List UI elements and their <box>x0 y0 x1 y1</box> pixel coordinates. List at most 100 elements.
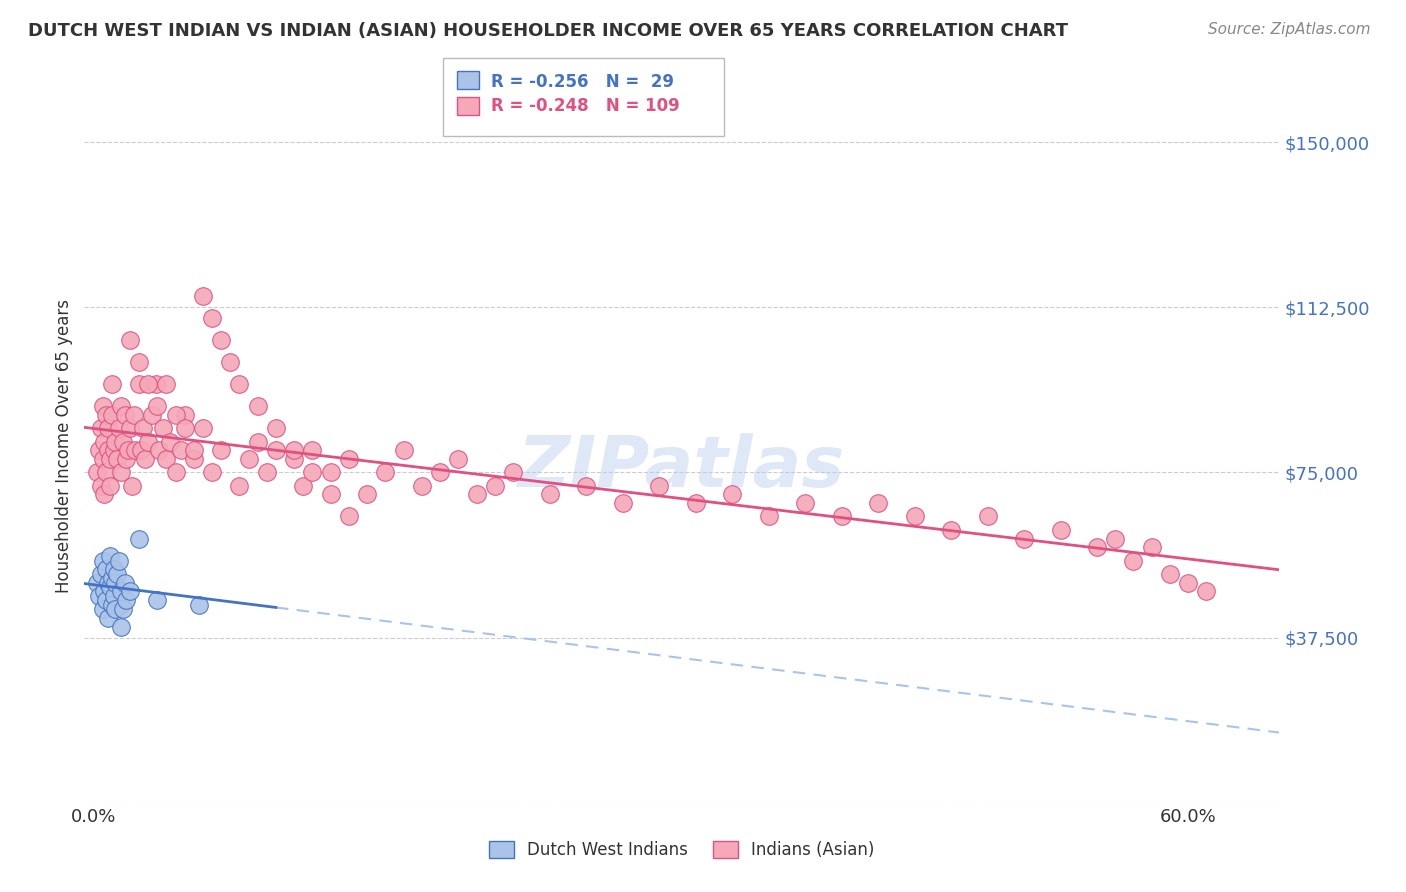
Point <box>118 421 141 435</box>
Point <box>1140 541 1163 555</box>
Point <box>93 434 115 449</box>
Point <box>97 443 120 458</box>
Point <box>146 593 169 607</box>
Point <box>145 377 167 392</box>
Point <box>97 421 120 435</box>
Point <box>134 452 156 467</box>
Point <box>256 466 278 480</box>
Point <box>128 377 150 392</box>
Point <box>128 355 150 369</box>
Point <box>115 593 138 607</box>
Point <box>103 589 125 603</box>
Point <box>685 496 707 510</box>
Point <box>170 443 193 458</box>
Point <box>136 434 159 449</box>
Point <box>110 619 132 633</box>
Point <box>96 562 118 576</box>
Point <box>575 478 598 492</box>
Point <box>246 400 269 414</box>
Point <box>201 466 224 480</box>
Point <box>152 421 174 435</box>
Point <box>155 377 177 392</box>
Point <box>136 377 159 392</box>
Point <box>146 400 169 414</box>
Point <box>183 443 205 458</box>
Point <box>108 553 131 567</box>
Point <box>648 478 671 492</box>
Point <box>1159 566 1181 581</box>
Point <box>108 421 131 435</box>
Point <box>191 421 214 435</box>
Point <box>122 408 145 422</box>
Point <box>98 580 121 594</box>
Point <box>115 452 138 467</box>
Point <box>104 434 127 449</box>
Point <box>98 549 121 563</box>
Point <box>292 478 315 492</box>
Point <box>283 452 305 467</box>
Point <box>1195 584 1218 599</box>
Point <box>96 466 118 480</box>
Point <box>90 566 112 581</box>
Point <box>98 478 121 492</box>
Point <box>111 434 134 449</box>
Point <box>903 509 925 524</box>
Point <box>219 355 242 369</box>
Point <box>128 532 150 546</box>
Point <box>721 487 744 501</box>
Point <box>118 584 141 599</box>
Point <box>90 421 112 435</box>
Point <box>264 421 287 435</box>
Point <box>1104 532 1126 546</box>
Y-axis label: Householder Income Over 65 years: Householder Income Over 65 years <box>55 299 73 593</box>
Point <box>100 408 122 422</box>
Point <box>238 452 260 467</box>
Point <box>173 408 195 422</box>
Point <box>538 487 561 501</box>
Point <box>502 466 524 480</box>
Point <box>831 509 853 524</box>
Point <box>264 443 287 458</box>
Point <box>114 408 136 422</box>
Point <box>105 452 128 467</box>
Point <box>124 443 146 458</box>
Point <box>939 523 962 537</box>
Point <box>132 421 155 435</box>
Point <box>93 584 115 599</box>
Point <box>96 408 118 422</box>
Point <box>105 566 128 581</box>
Point <box>183 452 205 467</box>
Text: R = -0.256   N =  29: R = -0.256 N = 29 <box>491 73 673 91</box>
Point <box>117 443 139 458</box>
Point <box>228 478 250 492</box>
Point <box>201 311 224 326</box>
Point <box>86 466 108 480</box>
Point <box>103 562 125 576</box>
Point <box>392 443 415 458</box>
Point <box>103 443 125 458</box>
Text: DUTCH WEST INDIAN VS INDIAN (ASIAN) HOUSEHOLDER INCOME OVER 65 YEARS CORRELATION: DUTCH WEST INDIAN VS INDIAN (ASIAN) HOUS… <box>28 22 1069 40</box>
Point <box>356 487 378 501</box>
Point <box>91 553 114 567</box>
Point <box>110 400 132 414</box>
Point <box>209 443 232 458</box>
Point <box>165 466 187 480</box>
Point <box>97 611 120 625</box>
Point <box>90 478 112 492</box>
Point <box>114 575 136 590</box>
Point <box>1177 575 1199 590</box>
Point <box>155 452 177 467</box>
Point <box>104 575 127 590</box>
Point <box>612 496 634 510</box>
Point <box>411 478 433 492</box>
Point <box>374 466 396 480</box>
Point <box>484 478 506 492</box>
Point <box>110 466 132 480</box>
Point <box>141 408 163 422</box>
Point <box>191 289 214 303</box>
Point <box>976 509 998 524</box>
Point <box>301 443 323 458</box>
Point <box>159 434 181 449</box>
Point <box>129 443 152 458</box>
Point <box>447 452 470 467</box>
